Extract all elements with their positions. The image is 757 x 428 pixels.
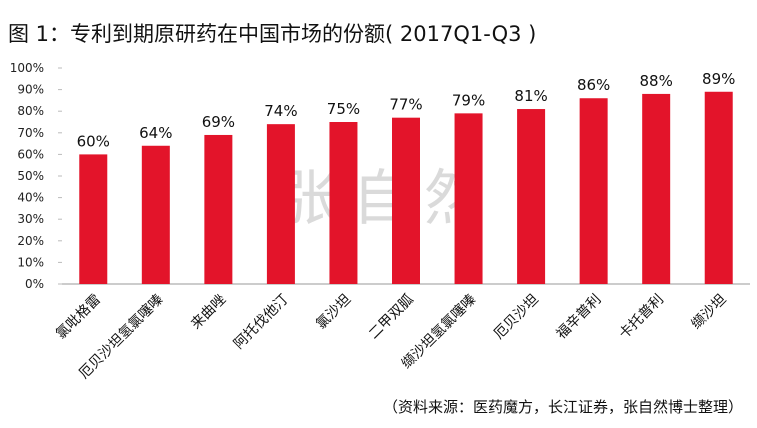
data-label: 75% bbox=[327, 100, 360, 118]
x-tick-label: 氯吡格雷 bbox=[53, 292, 104, 343]
bar bbox=[79, 154, 108, 284]
x-tick-label: 来曲唑 bbox=[188, 292, 229, 333]
data-label: 74% bbox=[264, 102, 297, 120]
data-label: 60% bbox=[77, 132, 110, 150]
bar bbox=[266, 124, 295, 284]
y-tick-label: 100% bbox=[10, 61, 44, 75]
bar bbox=[642, 93, 671, 284]
y-tick-label: 80% bbox=[17, 104, 44, 118]
y-tick-label: 0% bbox=[25, 277, 44, 291]
data-label: 88% bbox=[640, 72, 673, 90]
x-tick-label: 氯沙坦 bbox=[313, 292, 354, 333]
x-tick-label: 缬沙坦 bbox=[689, 292, 730, 333]
y-tick-label: 50% bbox=[17, 169, 44, 183]
bar bbox=[704, 91, 733, 284]
y-tick-label: 10% bbox=[17, 255, 44, 269]
data-label: 86% bbox=[577, 76, 610, 94]
data-label: 64% bbox=[139, 124, 172, 142]
bar bbox=[392, 117, 420, 285]
x-tick-label: 阿托伐他汀 bbox=[231, 292, 292, 353]
y-tick-label: 90% bbox=[17, 83, 44, 97]
x-tick-label: 二甲双胍 bbox=[366, 292, 417, 343]
bar bbox=[329, 122, 358, 284]
data-label: 79% bbox=[452, 91, 485, 109]
y-tick-label: 30% bbox=[17, 212, 44, 226]
data-label: 77% bbox=[389, 96, 422, 114]
y-tick-label: 70% bbox=[17, 126, 44, 140]
bar bbox=[517, 109, 546, 284]
watermark: 张自然 bbox=[280, 164, 496, 234]
data-label: 89% bbox=[702, 70, 735, 88]
chart-title: 图 1：专利到期原研药在中国市场的份额( 2017Q1-Q3 ) bbox=[8, 22, 537, 46]
y-tick-label: 60% bbox=[17, 147, 44, 161]
bar bbox=[454, 113, 483, 284]
x-tick-label: 厄贝沙坦 bbox=[491, 292, 542, 343]
x-tick-label: 福辛普利 bbox=[554, 292, 605, 343]
data-label: 69% bbox=[202, 113, 235, 131]
data-label: 81% bbox=[514, 87, 547, 105]
bar bbox=[204, 134, 233, 284]
bar bbox=[141, 145, 170, 284]
x-tick-label: 卡托普利 bbox=[616, 292, 667, 343]
y-tick-label: 20% bbox=[17, 234, 44, 248]
source-note: （资料来源：医药魔方，长江证券，张自然博士整理） bbox=[382, 398, 743, 416]
bar bbox=[579, 98, 608, 285]
y-tick-label: 40% bbox=[17, 191, 44, 205]
